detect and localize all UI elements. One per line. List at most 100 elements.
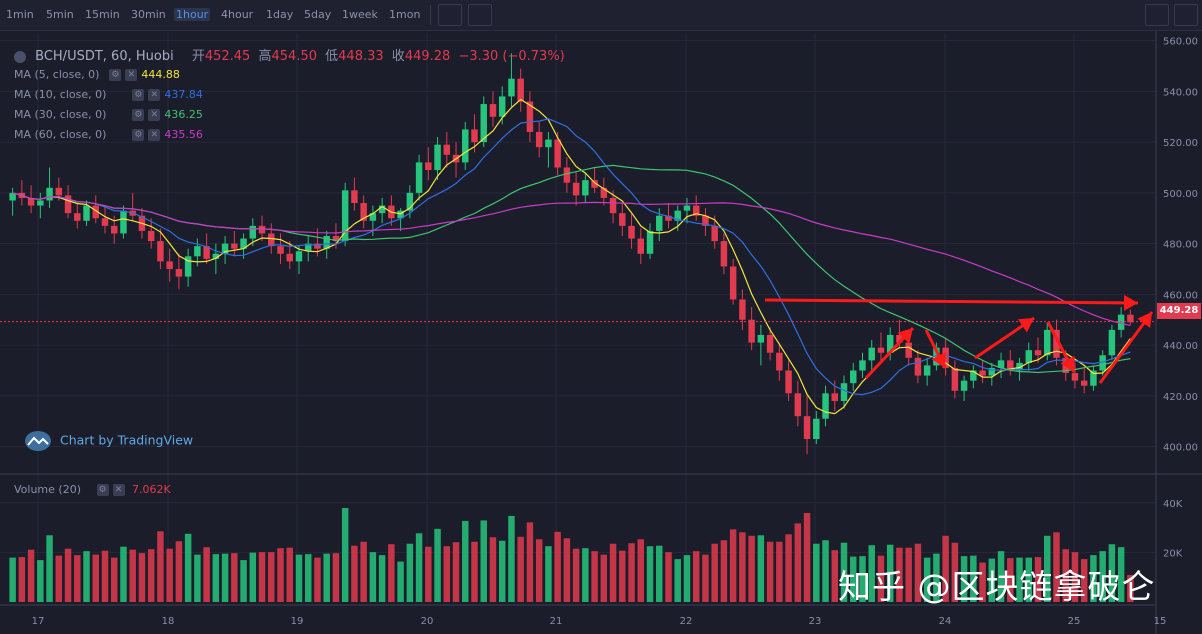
candle-body <box>656 215 663 231</box>
timeframe-1hour[interactable]: 1hour <box>174 8 211 21</box>
candle-body <box>1080 380 1088 386</box>
volume-bar <box>729 529 737 602</box>
candle-body <box>1053 329 1060 358</box>
volume-bar <box>351 545 358 602</box>
candle-body <box>979 370 986 376</box>
candle-body <box>249 225 257 239</box>
volume-bar <box>231 553 238 602</box>
volume-bar <box>545 546 552 602</box>
volume-bar <box>619 550 626 602</box>
volume-legend: Volume (20) ⚙ ✕ 7.062K <box>14 483 171 496</box>
candle-body <box>776 352 783 371</box>
volume-bar <box>933 553 940 602</box>
candle-body <box>304 243 312 252</box>
volume-bar <box>1025 557 1032 602</box>
volume-bar <box>184 533 192 602</box>
close-icon[interactable]: ✕ <box>148 109 161 121</box>
close-icon[interactable]: ✕ <box>148 129 161 141</box>
arrow-up-3 <box>1098 311 1154 384</box>
volume-bar <box>840 542 848 602</box>
candle-body <box>314 243 321 249</box>
candlestick-chart[interactable]: 400.00 420.00 440.00 460.00 480.00 500.00 520.… <box>0 31 1202 634</box>
candle-body <box>831 393 839 401</box>
settings-icon[interactable]: ⚙ <box>96 484 109 496</box>
settings-icon[interactable]: ⚙ <box>132 89 145 101</box>
volume-tick: 20K <box>1163 548 1183 559</box>
price-tick: 560.00 <box>1163 37 1198 48</box>
fullscreen-icon[interactable] <box>1145 4 1169 26</box>
timeframe-4hour[interactable]: 4hour <box>221 8 254 21</box>
price-tick: 540.00 <box>1163 87 1198 98</box>
settings-icon[interactable] <box>468 4 492 26</box>
close-icon[interactable]: ✕ <box>112 484 125 496</box>
candle-body <box>1034 350 1042 356</box>
time-tick: 25 <box>1068 616 1081 627</box>
candle-body <box>868 347 875 361</box>
volume-bar <box>1007 558 1014 602</box>
candle-body <box>997 360 1005 368</box>
candle-body <box>1099 355 1106 371</box>
candle-body <box>702 215 709 226</box>
candle-body <box>729 266 737 300</box>
volume-bar <box>508 515 515 602</box>
volume-bar <box>813 543 820 602</box>
time-tick: 22 <box>680 616 693 627</box>
volume-bar <box>157 531 164 602</box>
candle-body <box>406 192 414 211</box>
candle-body <box>757 334 765 343</box>
tradingview-logo[interactable]: Chart by TradingView <box>24 430 193 452</box>
candle-body <box>240 238 247 249</box>
candle-body <box>166 261 173 269</box>
candle-body <box>147 230 155 242</box>
timeframe-1min[interactable]: 1min <box>6 8 34 21</box>
indicator-icon[interactable] <box>438 4 462 26</box>
arrow-down-1-head <box>931 351 946 368</box>
candle-body <box>711 225 718 242</box>
candle-body <box>720 241 728 267</box>
candle-body <box>323 236 330 249</box>
settings-icon[interactable]: ⚙ <box>109 69 122 81</box>
candle-body <box>184 256 192 277</box>
close-icon[interactable]: ✕ <box>148 89 161 101</box>
volume-bar <box>323 553 330 602</box>
timeframe-1week[interactable]: 1week <box>342 8 378 21</box>
volume-bar <box>582 548 589 602</box>
ma-legend-item: MA (5, close, 0) ⚙ ✕ 444.88 <box>14 68 180 81</box>
timeframe-5day[interactable]: 5day <box>304 8 332 21</box>
candle-body <box>665 215 672 221</box>
volume-bar <box>55 555 63 602</box>
candle-body <box>27 197 35 206</box>
candle-body <box>111 225 118 234</box>
close-icon[interactable]: ✕ <box>125 69 138 81</box>
volume-bar <box>129 549 136 602</box>
volume-bar <box>286 547 293 602</box>
price-axis: 400.00 420.00 440.00 460.00 480.00 500.00 520.… <box>32 37 1198 627</box>
snapshot-icon[interactable] <box>1174 4 1198 26</box>
candle-body <box>508 78 515 97</box>
timeframe-30min[interactable]: 30min <box>131 8 166 21</box>
candle-body <box>194 246 201 257</box>
chart-icon <box>14 50 26 63</box>
timeframe-15min[interactable]: 15min <box>85 8 120 21</box>
volume-bar <box>850 556 857 602</box>
time-tick: 23 <box>809 616 822 627</box>
volume-bar <box>489 537 497 602</box>
volume-bar <box>526 522 534 602</box>
timeframe-1day[interactable]: 1day <box>266 8 294 21</box>
timeframe-1mon[interactable]: 1mon <box>389 8 421 21</box>
candle-body <box>92 205 99 219</box>
settings-icon[interactable]: ⚙ <box>132 109 145 121</box>
timeframe-5min[interactable]: 5min <box>46 8 74 21</box>
candle-body <box>425 162 432 171</box>
time-tick: 18 <box>162 616 175 627</box>
candle-body <box>905 342 912 358</box>
candle-body <box>1108 329 1116 356</box>
tradingview-icon <box>25 431 51 451</box>
candle-body <box>813 418 820 440</box>
volume-bar <box>1016 557 1023 602</box>
legend-title: BCH/USDT, 60, Huobi 开452.45 高454.50 低448… <box>14 45 565 64</box>
settings-icon[interactable]: ⚙ <box>132 129 145 141</box>
price-tick: 400.00 <box>1163 443 1198 454</box>
candle-body <box>277 246 284 254</box>
change-label: −3.30 (−0.73%) <box>458 49 565 64</box>
